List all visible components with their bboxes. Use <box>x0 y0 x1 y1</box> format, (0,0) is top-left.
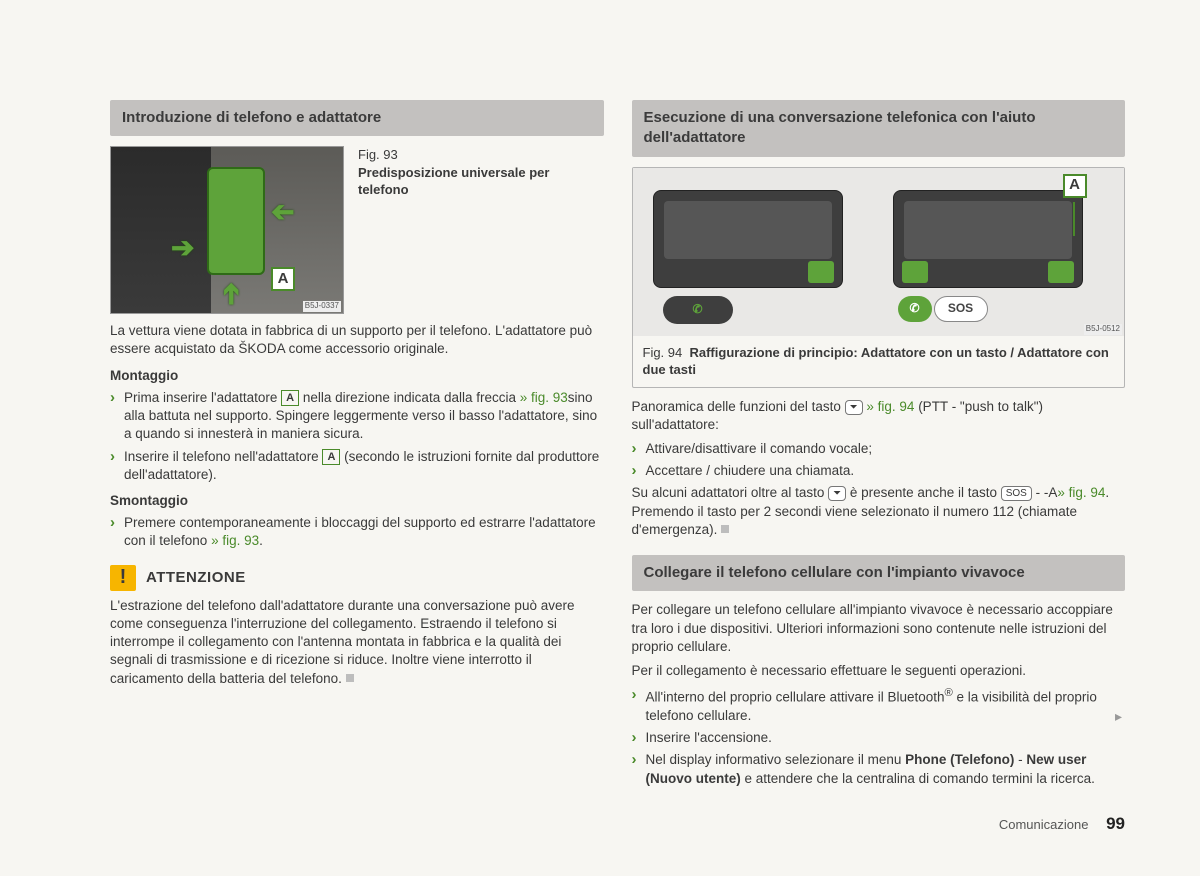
marker-a-inline: A <box>322 449 340 465</box>
pairing-intro: Per collegare un telefono cellulare all'… <box>632 601 1126 656</box>
section-title-collegare: Collegare il telefono cellulare con l'im… <box>632 555 1126 591</box>
figure-94-block: ✆ A ✆ SOS B5J-0512 Fig. 94 Raffigurazion… <box>632 167 1126 388</box>
ptt-symbol-pill: ⏷ <box>828 486 846 501</box>
figure-94-image: ✆ A ✆ SOS B5J-0512 <box>633 168 1125 336</box>
attenzione-text: L'estrazione del telefono dall'adattator… <box>110 597 604 688</box>
attenzione-label: ATTENZIONE <box>146 568 246 588</box>
figure-94-marker-a: A <box>1063 174 1087 198</box>
figure-94-caption: Raffigurazione di principio: Adattatore … <box>643 345 1109 378</box>
montaggio-step-1: Prima inserire l'adattatore A nella dire… <box>110 389 604 444</box>
section-title-intro: Introduzione di telefono e adattatore <box>110 100 604 136</box>
page-footer: Comunicazione 99 <box>999 813 1125 836</box>
end-marker-icon <box>721 525 729 533</box>
sos-paragraph: Su alcuni adattatori oltre al tasto ⏷ è … <box>632 484 1126 539</box>
ptt-symbol-pill: ⏷ <box>845 400 863 415</box>
footer-section: Comunicazione <box>999 817 1089 832</box>
figure-93-code: B5J-0337 <box>303 301 341 312</box>
warning-icon: ! <box>110 565 136 591</box>
figure-93-image: ➔ ➔ ➔ A B5J-0337 <box>110 146 344 314</box>
sos-pill: SOS <box>1001 486 1032 501</box>
figure-93-row: ➔ ➔ ➔ A B5J-0337 Fig. 93 Predisposizione… <box>110 146 604 314</box>
fig94-link: » fig. 94 <box>863 399 915 414</box>
figure-93-title: Predisposizione universale per telefono <box>358 164 604 199</box>
montaggio-step-2: Inserire il telefono nell'adattatore A (… <box>110 448 604 484</box>
pairing-steps-intro: Per il collegamento è necessario effettu… <box>632 662 1126 680</box>
fig94-link: » fig. 94 <box>1057 485 1105 500</box>
smontaggio-heading: Smontaggio <box>110 492 604 510</box>
figure-94-code: B5J-0512 <box>1084 324 1122 335</box>
marker-a-inline: A <box>281 390 299 406</box>
figure-93-marker-a: A <box>271 267 295 291</box>
function-item-2: Accettare / chiudere una chiamata. <box>632 462 1126 480</box>
pairing-step-3: Nel display informativo selezionare il m… <box>632 751 1126 787</box>
page-number: 99 <box>1106 814 1125 833</box>
sos-badge: SOS <box>934 296 988 322</box>
figure-93-number: Fig. 93 <box>358 146 604 164</box>
fig93-link: » fig. 93 <box>520 390 568 405</box>
pairing-step-2: Inserire l'accensione. <box>632 729 1126 747</box>
fig93-link: » fig. 93 <box>211 533 259 548</box>
section-title-esecuzione: Esecuzione di una conversazione telefoni… <box>632 100 1126 157</box>
figure-94-number: Fig. 94 <box>643 345 683 360</box>
smontaggio-step-1: Premere contemporaneamente i bloccaggi d… <box>110 514 604 550</box>
end-marker-icon <box>346 674 354 682</box>
function-item-1: Attivare/disattivare il comando vocale; <box>632 440 1126 458</box>
continue-arrow-icon: ▸ <box>1115 707 1122 726</box>
montaggio-heading: Montaggio <box>110 367 604 385</box>
overview-paragraph: Panoramica delle funzioni del tasto ⏷ » … <box>632 398 1126 434</box>
pairing-step-1: All'interno del proprio cellulare attiva… <box>632 686 1126 725</box>
intro-paragraph: La vettura viene dotata in fabbrica di u… <box>110 322 604 358</box>
